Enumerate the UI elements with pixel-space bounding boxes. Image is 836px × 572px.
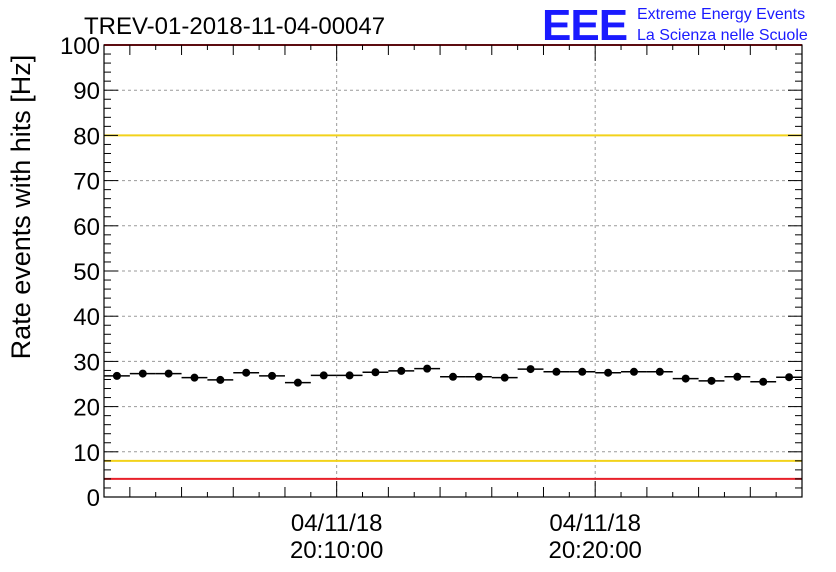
chart-title: TREV-01-2018-11-04-00047 <box>84 13 385 40</box>
logo-line2: La Scienza nelle Scuole <box>637 27 808 44</box>
data-point <box>397 366 406 375</box>
logo-letters: EEE <box>542 1 627 50</box>
x-tick-label-time: 20:10:00 <box>290 537 383 564</box>
data-point <box>604 368 613 377</box>
data-point <box>268 371 277 380</box>
y-tick-label: 60 <box>73 214 100 241</box>
y-tick-label: 20 <box>73 395 100 422</box>
data-point <box>733 372 742 381</box>
y-tick-label: 80 <box>73 123 100 150</box>
y-axis-label: Rate events with hits [Hz] <box>6 55 36 360</box>
data-point <box>319 371 328 380</box>
grid <box>104 45 802 497</box>
y-tick-label: 100 <box>60 33 100 60</box>
logo-line1: Extreme Energy Events <box>637 6 805 23</box>
data-point <box>190 373 199 382</box>
data-point <box>552 367 561 376</box>
data-point <box>449 372 457 381</box>
tick-labels: 010203040506070809010004/11/1820:10:0004… <box>60 33 642 564</box>
data-point <box>785 373 794 382</box>
data-point <box>216 375 225 384</box>
y-tick-label: 50 <box>73 259 100 286</box>
data-point <box>345 371 354 380</box>
data-point <box>138 369 147 378</box>
y-tick-label: 70 <box>73 169 100 196</box>
data-point <box>526 365 535 374</box>
y-tick-label: 0 <box>87 485 100 512</box>
y-tick-label: 10 <box>73 440 100 467</box>
axes <box>103 44 803 498</box>
reference-lines <box>104 44 802 480</box>
data-point <box>578 367 587 376</box>
data-point <box>707 376 716 385</box>
data-point <box>112 371 121 380</box>
data-series <box>104 364 802 387</box>
data-point <box>629 367 638 376</box>
data-point <box>655 367 664 376</box>
y-tick-label: 90 <box>73 78 100 105</box>
y-tick-label: 40 <box>73 304 100 331</box>
data-point <box>242 368 251 377</box>
x-tick-label-date: 04/11/18 <box>549 510 641 537</box>
eee-logo: EEE Extreme Energy Events La Scienza nel… <box>542 1 808 50</box>
data-point <box>759 377 768 386</box>
data-point <box>423 364 432 373</box>
data-point <box>164 369 173 378</box>
data-point <box>293 378 302 387</box>
y-tick-label: 30 <box>73 349 100 376</box>
data-point <box>500 373 509 382</box>
data-point <box>681 374 690 383</box>
data-point <box>371 368 380 377</box>
x-tick-label-date: 04/11/18 <box>291 510 383 537</box>
data-point <box>474 372 483 381</box>
x-tick-label-time: 20:20:00 <box>548 537 641 564</box>
